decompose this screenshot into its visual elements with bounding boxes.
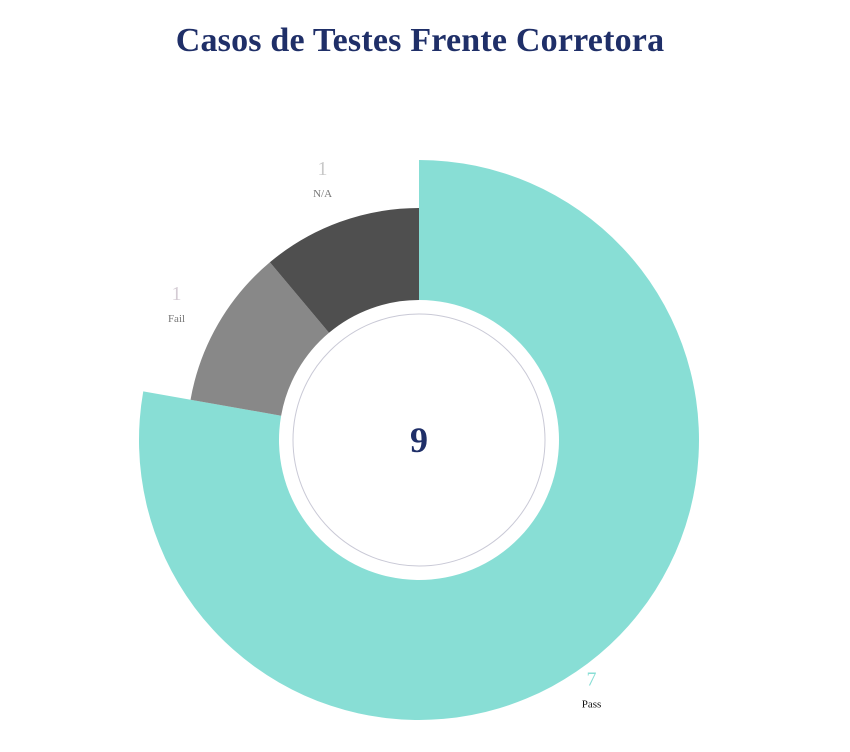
slice-pass — [139, 160, 700, 720]
slice-n-a — [269, 208, 419, 333]
slice-value-pass: 7 — [587, 668, 597, 690]
center-total: 9 — [410, 420, 428, 460]
slice-label-n-a: N/A — [313, 188, 332, 200]
slice-value-n-a: 1 — [318, 158, 328, 180]
labels-layer: 7 Pass 1 Fail 1 N/A — [168, 158, 601, 710]
slice-value-fail: 1 — [172, 283, 182, 305]
center-ring — [292, 313, 546, 567]
slice-label-fail: Fail — [168, 313, 185, 325]
chart-title: Casos de Testes Frente Corretora — [175, 22, 665, 59]
slice-label-pass: Pass — [582, 698, 602, 710]
slices-layer — [139, 160, 700, 720]
slice-fail — [190, 262, 330, 416]
